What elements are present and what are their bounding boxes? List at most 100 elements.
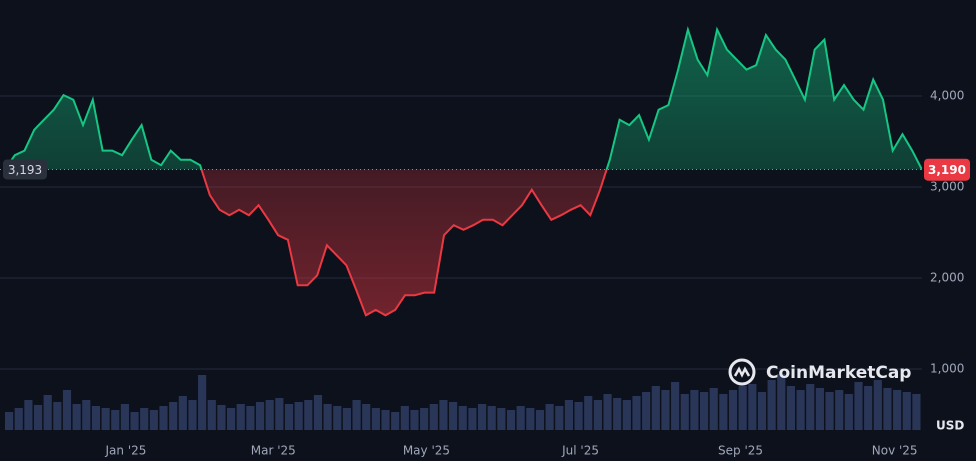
- volume-bar: [777, 374, 786, 430]
- volume-bar: [371, 408, 380, 430]
- volume-bar: [574, 402, 583, 430]
- volume-bar: [661, 390, 670, 430]
- volume-bar: [449, 402, 458, 430]
- volume-bar: [864, 386, 873, 430]
- volume-bar: [642, 392, 651, 430]
- volume-bar: [217, 405, 226, 430]
- x-tick-label: Nov '25: [872, 444, 918, 458]
- volume-bar: [613, 398, 622, 430]
- volume-bar: [699, 392, 709, 430]
- volume-bar: [198, 375, 207, 430]
- volume-bar: [333, 406, 342, 430]
- volume-bar: [207, 400, 216, 430]
- volume-bar: [545, 404, 554, 430]
- volume-bar: [53, 402, 62, 430]
- volume-bar: [352, 400, 361, 430]
- volume-bar: [82, 400, 91, 430]
- volume-bar: [709, 388, 718, 430]
- volume-bar: [140, 408, 149, 430]
- volume-bar: [690, 390, 699, 430]
- volume-bar: [101, 408, 110, 430]
- volume-bar: [420, 408, 429, 430]
- area-up: [5, 29, 922, 170]
- volume-bar: [5, 412, 14, 430]
- watermark-text: CoinMarketCap: [766, 363, 911, 383]
- volume-bar: [506, 410, 516, 430]
- volume-bar: [526, 408, 535, 430]
- volume-bar: [728, 390, 738, 430]
- volume-bar: [806, 384, 815, 430]
- watermark: CoinMarketCap: [728, 358, 911, 386]
- volume-bar: [680, 394, 689, 430]
- x-tick-label: Jan '25: [105, 444, 147, 458]
- volume-bar: [835, 390, 844, 430]
- volume-bar: [468, 408, 477, 430]
- volume-bar: [671, 382, 680, 430]
- volume-bar: [584, 396, 593, 430]
- volume-bar: [362, 404, 371, 430]
- x-tick-label: May '25: [403, 444, 450, 458]
- volume-bar: [429, 404, 438, 430]
- volume-bar: [748, 384, 757, 430]
- volume-bar: [159, 406, 168, 430]
- volume-bar: [400, 406, 409, 430]
- reference-badge: [3, 159, 47, 180]
- volume-bar: [62, 390, 72, 430]
- volume-bar: [14, 408, 23, 430]
- y-tick-label: 2,000: [930, 271, 964, 285]
- volume-bar: [825, 392, 834, 430]
- volume-bar: [72, 404, 81, 430]
- volume-bar: [323, 404, 332, 430]
- volume-bar: [458, 406, 467, 430]
- volume-bar: [275, 398, 284, 430]
- volume-bar: [487, 406, 496, 430]
- current-badge: [924, 158, 970, 181]
- volume-bar: [883, 388, 892, 430]
- x-tick-label: Sep '25: [718, 444, 763, 458]
- volume-bar: [178, 396, 187, 430]
- price-line-down: [4, 169, 922, 317]
- volume-bar: [603, 394, 612, 430]
- volume-bar: [169, 402, 178, 430]
- volume-bar: [912, 394, 921, 430]
- volume-bar: [130, 412, 139, 430]
- volume-bar: [43, 395, 52, 430]
- volume-bar: [255, 402, 265, 430]
- volume-bar: [24, 400, 33, 430]
- volume-bar: [439, 400, 448, 430]
- volume-bar: [236, 404, 245, 430]
- x-tick-label: Mar '25: [251, 444, 296, 458]
- volume-bar: [410, 410, 419, 430]
- volume-bar: [815, 388, 824, 430]
- volume-bar: [535, 410, 545, 430]
- volume-bar: [188, 400, 197, 430]
- currency-label: USD: [936, 419, 964, 433]
- volume-bar: [246, 406, 255, 430]
- y-tick-label: 1,000: [930, 362, 964, 376]
- volume-bar: [844, 394, 853, 430]
- volume-bar: [632, 396, 641, 430]
- volume-bar: [149, 410, 158, 430]
- volume-bar: [651, 386, 660, 430]
- volume-bar: [873, 380, 882, 430]
- price-line-up: [4, 25, 922, 170]
- volume-bar: [391, 412, 400, 430]
- volume-bar: [477, 404, 487, 430]
- volume-bar: [593, 400, 602, 430]
- volume-bar: [786, 386, 796, 430]
- y-tick-label: 4,000: [930, 89, 964, 103]
- x-tick-label: Jul '25: [561, 444, 599, 458]
- current-label: 3,190: [928, 163, 966, 177]
- volume-bar: [555, 406, 564, 430]
- volume-bar: [284, 404, 294, 430]
- volume-bar: [767, 380, 776, 430]
- area-down: [5, 169, 922, 316]
- y-tick-label: 3,000: [930, 180, 964, 194]
- volume-bar: [893, 390, 902, 430]
- volume-bar: [719, 394, 728, 430]
- volume-bar: [497, 408, 506, 430]
- volume-bar: [738, 386, 747, 430]
- volume-bar: [902, 392, 911, 430]
- volume-bar: [265, 400, 274, 430]
